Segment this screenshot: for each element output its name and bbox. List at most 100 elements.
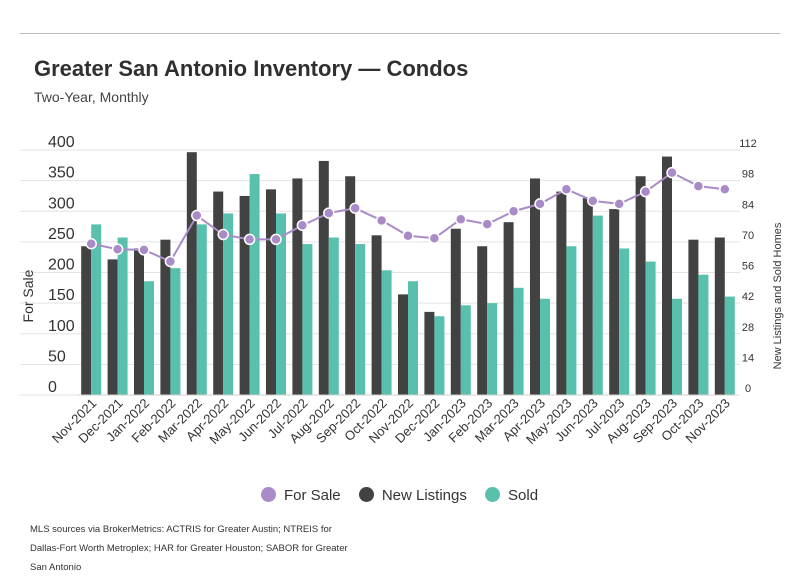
- chart-plot: 0 50 100 150 200 250 300 350 400 0 14 28 42 56 70 84 98 1…: [20, 134, 784, 447]
- bar-new-listings: [239, 195, 250, 395]
- y-tick-label: 150: [48, 287, 75, 304]
- chart-subtitle: Two-Year, Monthly: [34, 89, 149, 105]
- y2-tick-label: 0: [745, 383, 751, 395]
- for-sale-point: [323, 207, 335, 219]
- bar-sold: [144, 281, 154, 395]
- bar-sold: [302, 244, 313, 395]
- top-rule: [20, 33, 780, 34]
- bar-new-listings: [477, 246, 488, 395]
- y2-tick-label: 112: [739, 138, 757, 150]
- y2-tick-label: 56: [742, 261, 754, 273]
- bar-sold: [434, 316, 445, 395]
- bar-new-listings: [635, 176, 646, 395]
- for-sale-point: [138, 244, 150, 256]
- legend-item-new-listings: New Listings: [358, 487, 467, 504]
- y2-tick-label: 14: [742, 352, 754, 364]
- bar-sold: [645, 261, 656, 395]
- bar-new-listings: [450, 228, 461, 395]
- bar-new-listings: [556, 191, 567, 395]
- y2-tick-label: 98: [742, 169, 754, 181]
- bar-sold: [91, 224, 102, 395]
- bar-sold: [592, 215, 603, 395]
- bar-new-listings: [266, 189, 276, 395]
- for-sale-point: [692, 180, 705, 192]
- bar-sold: [117, 237, 128, 395]
- legend-item-sold: Sold: [485, 487, 538, 504]
- y-tick-label: 50: [48, 348, 66, 365]
- for-sale-point: [639, 185, 652, 198]
- for-sale-point: [428, 232, 441, 244]
- bar-new-listings: [371, 235, 382, 395]
- bar-new-listings: [186, 152, 197, 395]
- legend-swatch-sold: [485, 487, 501, 502]
- bar-sold: [328, 237, 339, 395]
- legend-swatch-for-sale: [260, 487, 276, 502]
- y-tick-label: 300: [48, 195, 75, 212]
- legend-label-new-listings: New Listings: [381, 487, 467, 504]
- bar-new-listings: [213, 191, 224, 395]
- for-sale-point: [455, 213, 467, 225]
- y2-tick-label: 28: [742, 322, 754, 334]
- for-sale-point: [481, 218, 493, 230]
- y-tick-label: 400: [48, 134, 75, 151]
- bar-sold: [672, 298, 682, 395]
- bar-new-listings: [107, 259, 118, 395]
- bar-new-listings: [398, 294, 408, 395]
- bar-sold: [619, 248, 630, 395]
- bar-new-listings: [160, 239, 171, 395]
- legend-label-sold: Sold: [508, 487, 539, 504]
- bar-new-listings: [345, 176, 356, 395]
- bar-new-listings: [609, 209, 620, 395]
- for-sale-point: [507, 205, 520, 217]
- y-tick-label: 0: [48, 379, 57, 396]
- for-sale-point: [666, 166, 678, 179]
- for-sale-point: [402, 230, 414, 242]
- bar-sold: [355, 244, 366, 395]
- bar-new-listings: [662, 156, 672, 395]
- y2-tick-label: 70: [742, 230, 754, 242]
- bar-sold: [540, 298, 550, 395]
- bar-new-listings: [530, 178, 540, 395]
- bar-sold: [170, 268, 181, 395]
- bar-new-listings: [318, 160, 329, 395]
- bar-sold: [249, 174, 260, 395]
- for-sale-point: [719, 183, 731, 195]
- for-sale-point: [296, 219, 309, 232]
- bar-sold: [698, 274, 709, 395]
- bar-new-listings: [714, 237, 725, 395]
- for-sale-point: [534, 198, 546, 210]
- for-sale-point: [191, 209, 203, 222]
- y-tick-label: 100: [48, 318, 75, 335]
- legend-item-for-sale: For Sale: [260, 487, 341, 504]
- legend-swatch-new-listings: [358, 487, 374, 502]
- for-sale-point: [111, 243, 124, 255]
- for-sale-point: [349, 202, 361, 214]
- bar-sold: [408, 281, 418, 395]
- for-sale-point: [85, 237, 97, 250]
- bar-sold: [223, 213, 234, 395]
- bar-sold: [724, 296, 735, 395]
- bar-new-listings: [292, 178, 303, 395]
- bar-new-listings: [81, 246, 92, 395]
- bar-sold: [276, 213, 286, 395]
- y2-tick-label: 84: [742, 199, 754, 211]
- bar-new-listings: [503, 222, 514, 395]
- for-sale-point: [270, 233, 282, 246]
- bar-new-listings: [582, 198, 593, 395]
- bar-new-listings: [134, 248, 144, 395]
- bar-new-listings: [424, 311, 435, 395]
- y-tick-label: 350: [48, 165, 75, 182]
- for-sale-line: [85, 166, 731, 268]
- y-tick-label: 200: [48, 257, 75, 274]
- for-sale-point: [243, 233, 256, 246]
- legend-label-for-sale: For Sale: [283, 487, 341, 504]
- bars: [81, 152, 735, 395]
- bar-sold: [513, 287, 524, 395]
- legend: For Sale New Listings Sold: [0, 487, 799, 504]
- chart-title: Greater San Antonio Inventory — Condos: [34, 56, 469, 81]
- for-sale-line-path: [90, 171, 725, 263]
- bar-sold: [566, 246, 577, 395]
- for-sale-point: [375, 214, 388, 227]
- bar-sold: [460, 305, 471, 395]
- y-tick-label: 250: [48, 226, 75, 243]
